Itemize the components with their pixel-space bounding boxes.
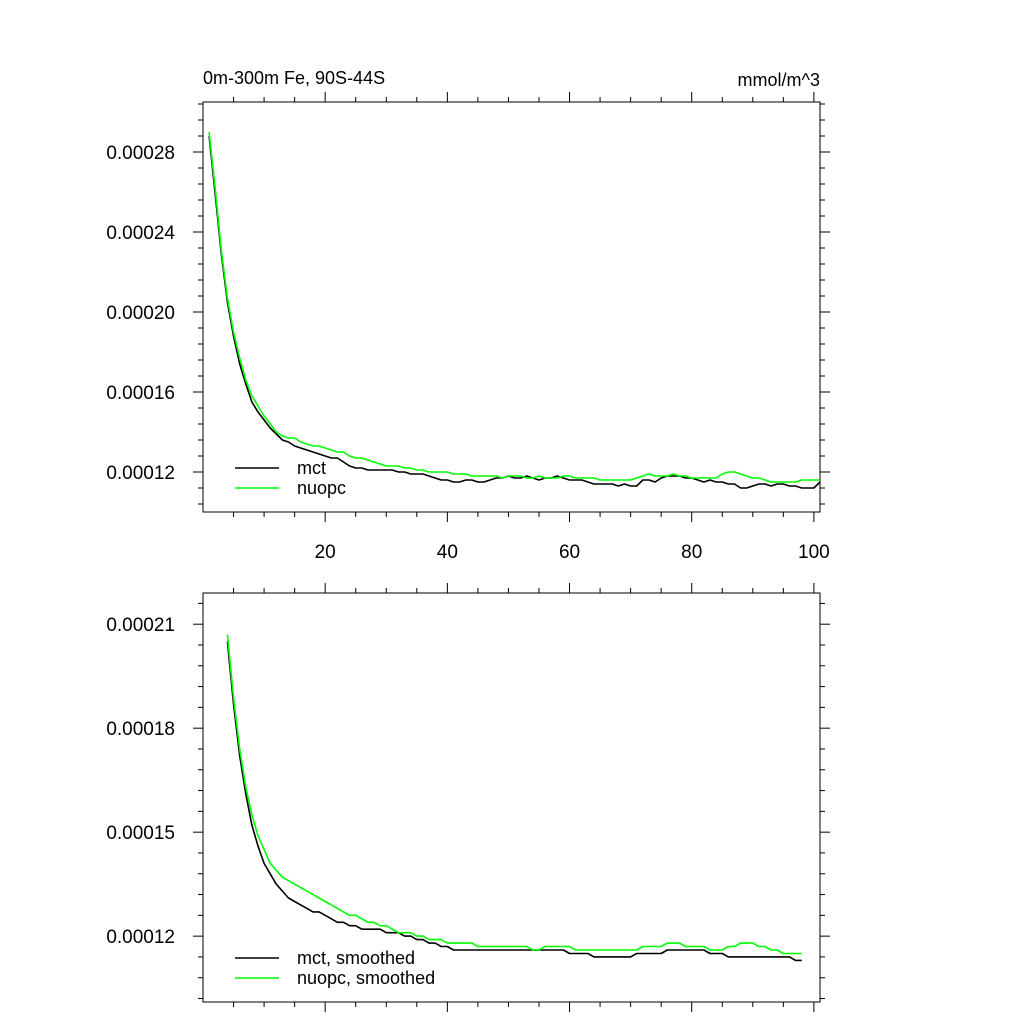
y-tick-label: 0.00028 bbox=[106, 143, 175, 164]
series-line-nuopc bbox=[208, 131, 820, 483]
x-tick-label: 100 bbox=[798, 542, 830, 563]
x-tick-label: 60 bbox=[559, 542, 580, 563]
y-tick-label: 0.00024 bbox=[106, 223, 175, 244]
x-tick-label: 20 bbox=[315, 542, 336, 563]
panel-bottom: 0.00012 0.00015 0.00018 0.00021 mct, smoothe… bbox=[106, 583, 830, 1012]
y-tick-label: 0.00012 bbox=[106, 927, 175, 948]
y-tick-label: 0.00021 bbox=[106, 615, 175, 636]
units-label: mmol/m^3 bbox=[738, 70, 820, 90]
legend-label: mct bbox=[297, 458, 326, 478]
y-tick-label: 0.00015 bbox=[106, 823, 175, 844]
legend-label: mct, smoothed bbox=[297, 948, 415, 968]
x-tick-label: 80 bbox=[681, 542, 702, 563]
y-tick-label: 0.00016 bbox=[106, 383, 175, 404]
x-tick-label: 40 bbox=[437, 542, 458, 563]
chart-title: 0m-300m Fe, 90S-44S bbox=[203, 68, 385, 88]
series-line-nuopc-smoothed bbox=[226, 634, 802, 955]
plot-frame bbox=[202, 101, 821, 513]
series-line-mct bbox=[208, 135, 821, 489]
plot-frame bbox=[202, 592, 821, 1003]
legend-label: nuopc bbox=[297, 478, 346, 498]
y-tick-label: 0.00018 bbox=[106, 719, 175, 740]
legend-label: nuopc, smoothed bbox=[297, 968, 435, 988]
y-tick-label: 0.00012 bbox=[106, 463, 175, 484]
y-tick-label: 0.00020 bbox=[106, 303, 175, 324]
panel-top: 20 40 60 80 100 0.00012 0.00016 0.00020 0.00024 0… bbox=[106, 92, 830, 563]
series-line-mct-smoothed bbox=[226, 641, 802, 962]
